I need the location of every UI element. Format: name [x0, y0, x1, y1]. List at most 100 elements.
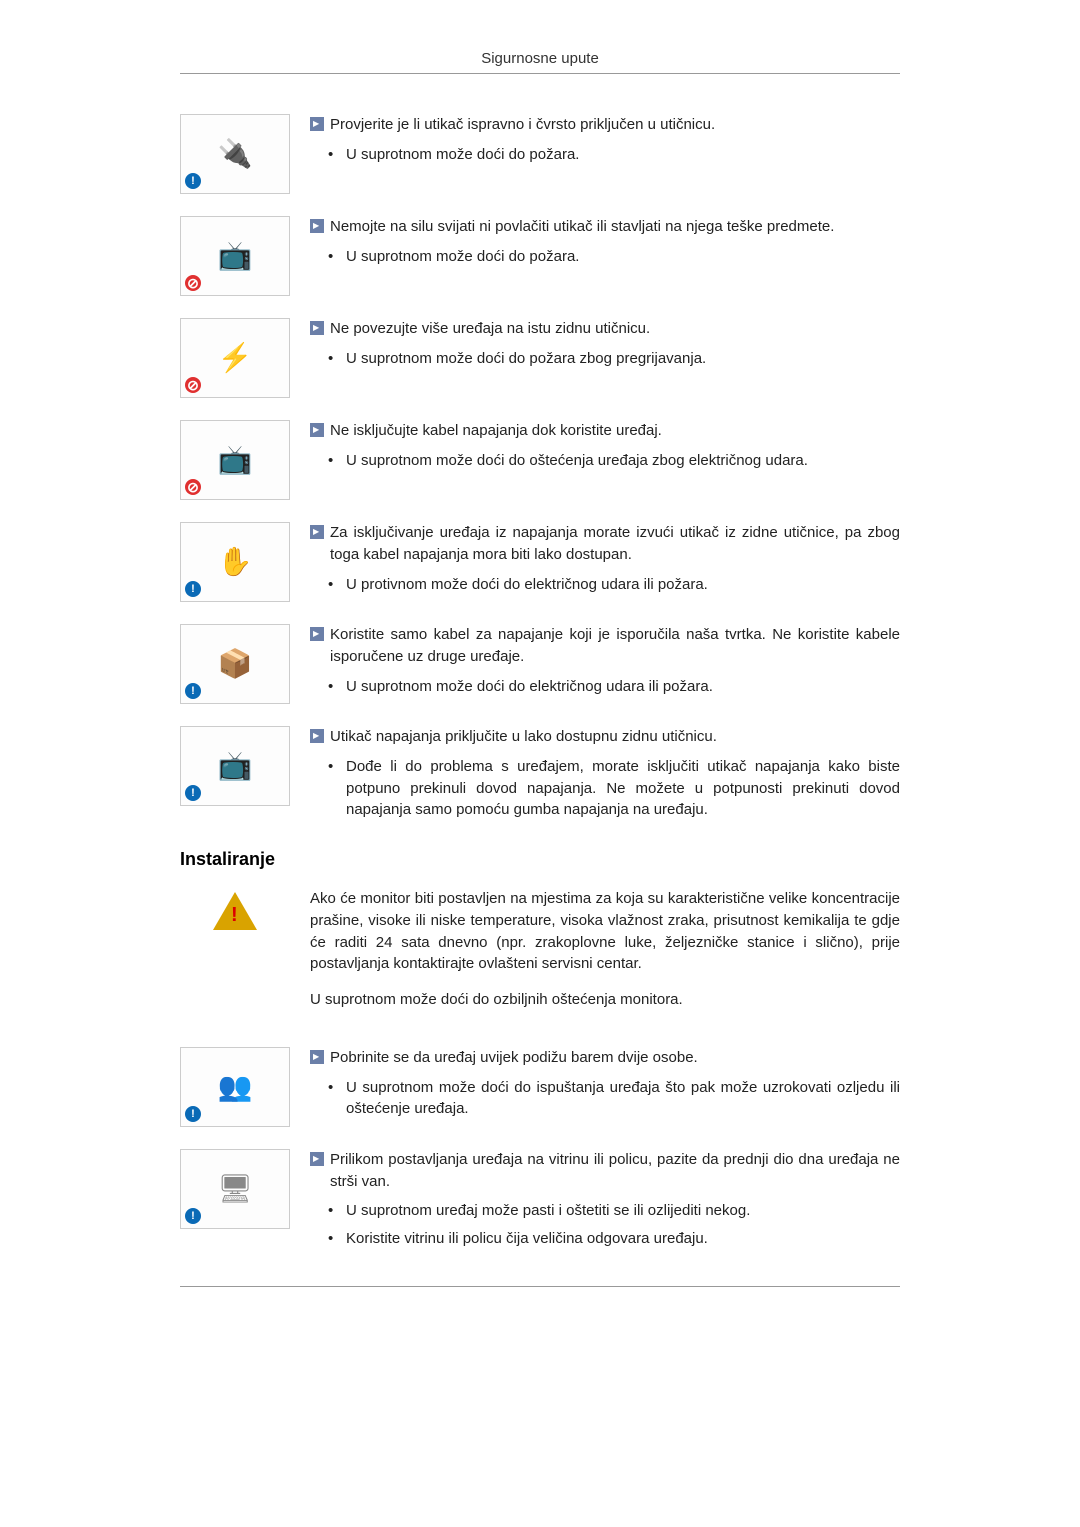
illustration: 🖥: [180, 1149, 290, 1229]
bullet-list: U suprotnom može doći do požara zbog pre…: [310, 348, 900, 370]
bullet-list: U suprotnom uređaj može pasti i oštetiti…: [310, 1200, 900, 1250]
tv-icon: 📺: [218, 752, 253, 780]
bullet: U suprotnom uređaj može pasti i oštetiti…: [328, 1200, 900, 1222]
lead-text: Nemojte na silu svijati ni povlačiti uti…: [330, 216, 834, 238]
info-badge-icon: [185, 785, 201, 801]
item-content: Provjerite je li utikač ispravno i čvrst…: [310, 114, 900, 194]
rule-bottom: [180, 1286, 900, 1287]
lead-text: Za isključivanje uređaja iz napajanja mo…: [330, 522, 900, 566]
tv-icon: 📺: [218, 242, 253, 270]
item-content: Za isključivanje uređaja iz napajanja mo…: [310, 522, 900, 602]
arrow-icon: [310, 627, 324, 641]
arrow-icon: [310, 1152, 324, 1166]
shelf-icon: 🖥: [217, 1175, 253, 1203]
illustration: ⚡: [180, 318, 290, 398]
item-content: Ne povezujte više uređaja na istu zidnu …: [310, 318, 900, 398]
lead-line: Prilikom postavljanja uređaja na vitrinu…: [310, 1149, 900, 1193]
illustration: 🔌: [180, 114, 290, 194]
overload-icon: ⚡: [218, 344, 253, 372]
arrow-icon: [310, 423, 324, 437]
bullet: Koristite vitrinu ili policu čija veliči…: [328, 1228, 900, 1250]
bullet-list: Dođe li do problema s uređajem, morate i…: [310, 756, 900, 821]
info-badge-icon: [185, 173, 201, 189]
bullet: U suprotnom može doći do ispuštanja uređ…: [328, 1077, 900, 1121]
lead-line: Nemojte na silu svijati ni povlačiti uti…: [310, 216, 900, 238]
bullet-list: U suprotnom može doći do požara.: [310, 144, 900, 166]
info-badge-icon: [185, 581, 201, 597]
item-content: Nemojte na silu svijati ni povlačiti uti…: [310, 216, 900, 296]
warning-icon-cell: [180, 888, 290, 1025]
lead-text: Ne povezujte više uređaja na istu zidnu …: [330, 318, 650, 340]
lead-text: Pobrinite se da uređaj uvijek podižu bar…: [330, 1047, 698, 1069]
info-badge-icon: [185, 683, 201, 699]
illustration: 👥: [180, 1047, 290, 1127]
two-people-icon: 👥: [218, 1073, 253, 1101]
page: Sigurnosne upute 🔌 Provjerite je li utik…: [0, 0, 1080, 1327]
lead-line: Ne povezujte više uređaja na istu zidnu …: [310, 318, 900, 340]
bullet: U suprotnom može doći do oštećenja uređa…: [328, 450, 900, 472]
prohibit-badge-icon: [185, 275, 201, 291]
unplug-icon: ✋: [218, 548, 253, 576]
bullet: U protivnom može doći do električnog uda…: [328, 574, 900, 596]
page-header: Sigurnosne upute: [180, 50, 900, 67]
lead-text: Provjerite je li utikač ispravno i čvrst…: [330, 114, 715, 136]
lead-text: Ne isključujte kabel napajanja dok koris…: [330, 420, 662, 442]
safety-item: 🖥 Prilikom postavljanja uređaja na vitri…: [180, 1149, 900, 1256]
bullet-list: U suprotnom može doći do električnog uda…: [310, 676, 900, 698]
item-content: Utikač napajanja priključite u lako dost…: [310, 726, 900, 827]
arrow-icon: [310, 321, 324, 335]
safety-item: 👥 Pobrinite se da uređaj uvijek podižu b…: [180, 1047, 900, 1127]
prohibit-badge-icon: [185, 479, 201, 495]
item-content: Ne isključujte kabel napajanja dok koris…: [310, 420, 900, 500]
bullet-list: U suprotnom može doći do oštećenja uređa…: [310, 450, 900, 472]
warning-paragraph: U suprotnom može doći do ozbiljnih ošteć…: [310, 989, 900, 1011]
plug-icon: 🔌: [218, 140, 253, 168]
safety-item: 📺 Utikač napajanja priključite u lako do…: [180, 726, 900, 827]
arrow-icon: [310, 1050, 324, 1064]
bullet: U suprotnom može doći do požara.: [328, 144, 900, 166]
warning-text: Ako će monitor biti postavljen na mjesti…: [310, 888, 900, 1025]
item-content: Koristite samo kabel za napajanje koji j…: [310, 624, 900, 704]
info-badge-icon: [185, 1106, 201, 1122]
bullet-list: U protivnom može doći do električnog uda…: [310, 574, 900, 596]
illustration: 📺: [180, 420, 290, 500]
info-badge-icon: [185, 1208, 201, 1224]
illustration: ✋: [180, 522, 290, 602]
illustration: 📺: [180, 726, 290, 806]
lead-text: Prilikom postavljanja uređaja na vitrinu…: [330, 1149, 900, 1193]
warning-triangle-icon: [213, 892, 257, 930]
prohibit-badge-icon: [185, 377, 201, 393]
rule-top: [180, 73, 900, 74]
bullet-list: U suprotnom može doći do ispuštanja uređ…: [310, 1077, 900, 1121]
section-title-installation: Instaliranje: [180, 849, 900, 870]
box-icon: 📦: [218, 650, 253, 678]
lead-text: Koristite samo kabel za napajanje koji j…: [330, 624, 900, 668]
safety-item: 🔌 Provjerite je li utikač ispravno i čvr…: [180, 114, 900, 194]
arrow-icon: [310, 525, 324, 539]
safety-item: 📺 Ne isključujte kabel napajanja dok kor…: [180, 420, 900, 500]
lead-line: Utikač napajanja priključite u lako dost…: [310, 726, 900, 748]
lead-line: Koristite samo kabel za napajanje koji j…: [310, 624, 900, 668]
lead-line: Za isključivanje uređaja iz napajanja mo…: [310, 522, 900, 566]
arrow-icon: [310, 729, 324, 743]
safety-item: 📺 Nemojte na silu svijati ni povlačiti u…: [180, 216, 900, 296]
arrow-icon: [310, 117, 324, 131]
item-content: Prilikom postavljanja uređaja na vitrinu…: [310, 1149, 900, 1256]
arrow-icon: [310, 219, 324, 233]
lead-line: Provjerite je li utikač ispravno i čvrst…: [310, 114, 900, 136]
warning-paragraph: Ako će monitor biti postavljen na mjesti…: [310, 888, 900, 975]
illustration: 📦: [180, 624, 290, 704]
safety-item: ⚡ Ne povezujte više uređaja na istu zidn…: [180, 318, 900, 398]
bullet-list: U suprotnom može doći do požara.: [310, 246, 900, 268]
tv-icon: 📺: [218, 446, 253, 474]
bullet: Dođe li do problema s uređajem, morate i…: [328, 756, 900, 821]
safety-item: ✋ Za isključivanje uređaja iz napajanja …: [180, 522, 900, 602]
bullet: U suprotnom može doći do požara.: [328, 246, 900, 268]
warning-block: Ako će monitor biti postavljen na mjesti…: [180, 888, 900, 1025]
bullet: U suprotnom može doći do električnog uda…: [328, 676, 900, 698]
lead-line: Pobrinite se da uređaj uvijek podižu bar…: [310, 1047, 900, 1069]
install-list: 👥 Pobrinite se da uređaj uvijek podižu b…: [180, 1047, 900, 1256]
bullet: U suprotnom može doći do požara zbog pre…: [328, 348, 900, 370]
illustration: 📺: [180, 216, 290, 296]
safety-item: 📦 Koristite samo kabel za napajanje koji…: [180, 624, 900, 704]
